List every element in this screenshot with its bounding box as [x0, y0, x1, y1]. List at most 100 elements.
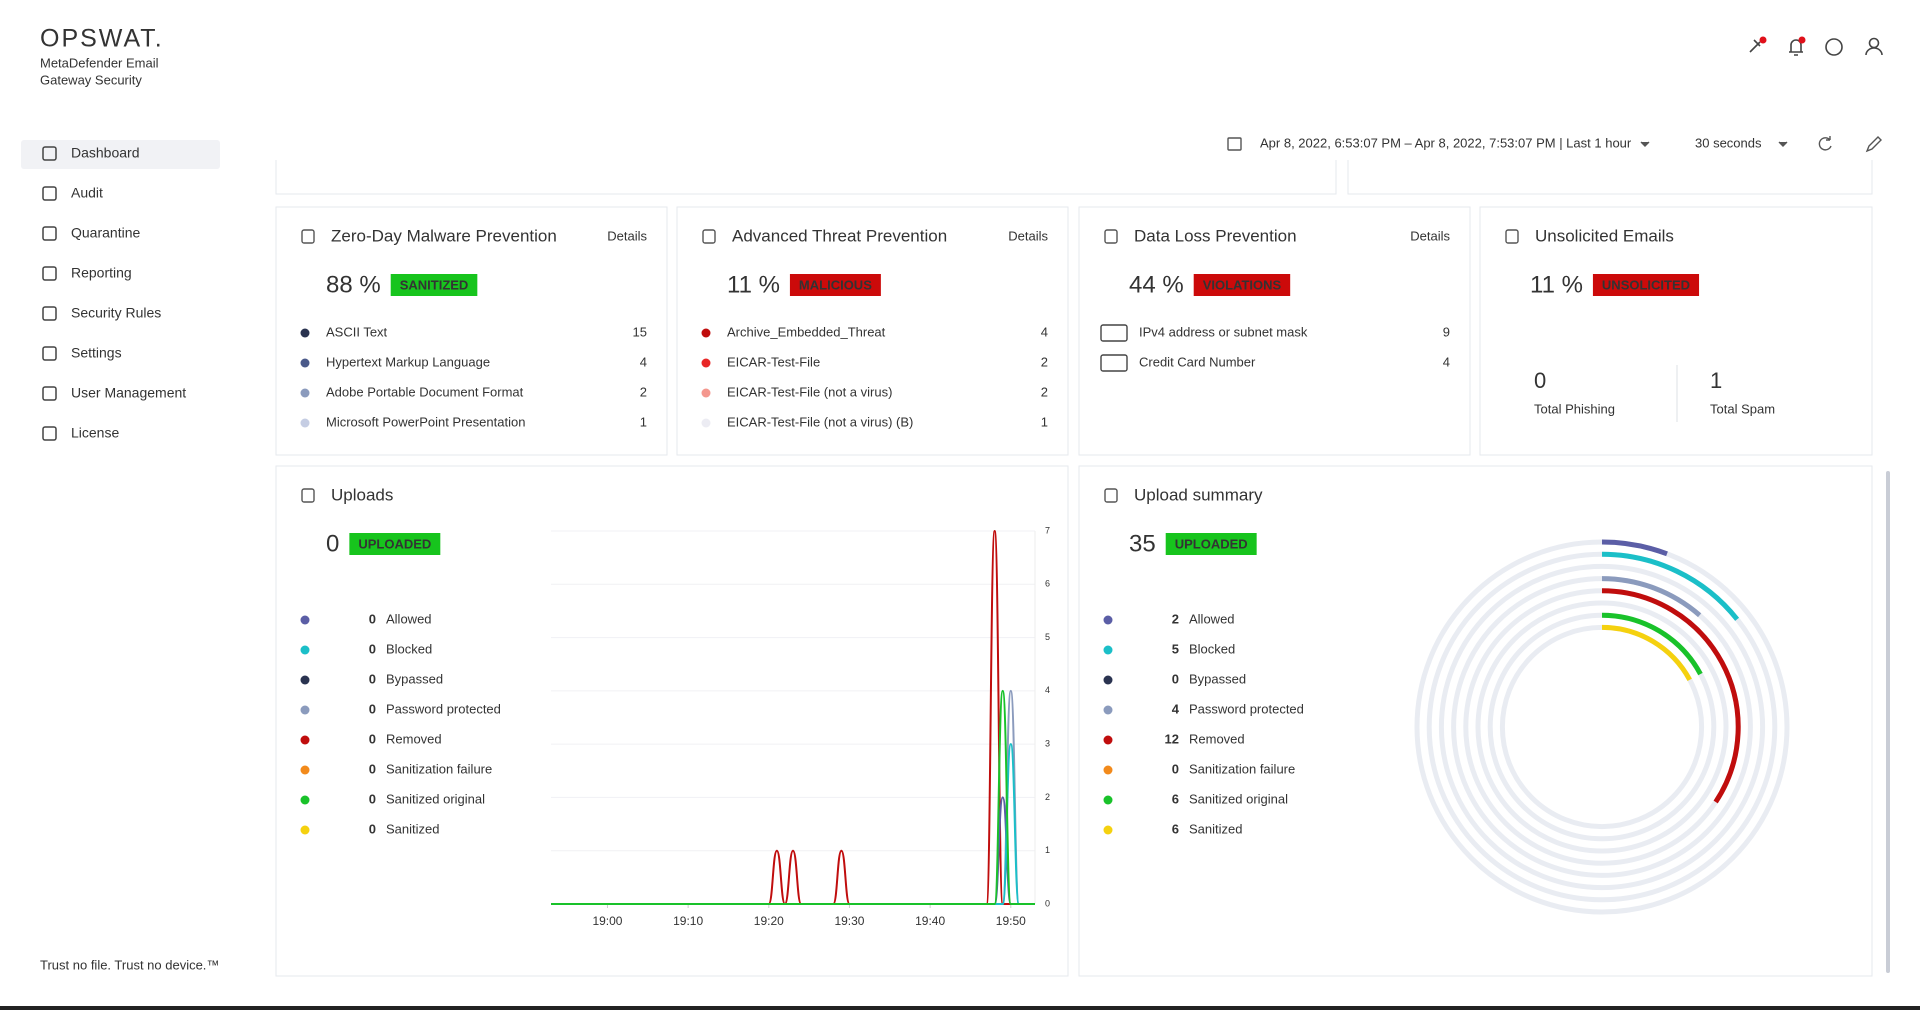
link-icon[interactable]: [1749, 39, 1761, 53]
card: [275, 206, 668, 456]
legend-count: 5: [1172, 641, 1179, 656]
card-title: Unsolicited Emails: [1535, 226, 1674, 245]
card-icon: [301, 229, 315, 244]
ring-arc: [1601, 612, 1703, 676]
legend-count: 6: [1172, 821, 1179, 836]
nav-item[interactable]: Reporting: [71, 265, 132, 281]
legend-label: Blocked: [1189, 641, 1235, 656]
nav-item[interactable]: License: [71, 425, 119, 441]
y-tick-label: 2: [1045, 792, 1050, 802]
legend-bullet: [1103, 735, 1113, 745]
nav-item[interactable]: Audit: [71, 185, 103, 201]
item-count: 2: [1041, 384, 1048, 399]
bell-icon[interactable]: [1789, 39, 1803, 56]
item-icon: [1100, 354, 1128, 372]
card-icon: [1104, 229, 1118, 244]
bottom-edge: [0, 1006, 1920, 1010]
card-value: 35: [1129, 530, 1156, 557]
item-count: 2: [640, 384, 647, 399]
x-tick-label: 19:30: [834, 914, 864, 928]
ring-arc: [1601, 551, 1740, 621]
bullet: [701, 418, 711, 428]
help-icon[interactable]: [1825, 38, 1843, 56]
legend-count: 0: [369, 671, 376, 686]
x-tick-label: 19:10: [673, 914, 703, 928]
nav-item[interactable]: Security Rules: [71, 305, 161, 321]
item-count: 4: [1041, 324, 1048, 339]
item-count: 2: [1041, 354, 1048, 369]
y-tick-label: 6: [1045, 579, 1050, 589]
legend-bullet: [1103, 645, 1113, 655]
details-link[interactable]: Details: [607, 228, 647, 243]
bullet: [300, 328, 310, 338]
legend-bullet: [1103, 765, 1113, 775]
legend-bullet: [300, 645, 310, 655]
cut-off-card: [275, 160, 1873, 195]
legend-label: Sanitized: [1189, 821, 1242, 836]
logo: OPSWAT.: [40, 25, 164, 53]
badge-dot: [1759, 36, 1767, 44]
refresh-icon[interactable]: [1818, 136, 1832, 151]
card-title: Uploads: [331, 485, 393, 504]
card: [676, 206, 1069, 456]
item-label: EICAR-Test-File (not a virus) (B): [727, 414, 913, 429]
bullet: [701, 358, 711, 368]
nav-icon: [42, 146, 57, 161]
scrollbar[interactable]: [1886, 471, 1890, 973]
nav-active: [21, 140, 220, 169]
nav-item[interactable]: Settings: [71, 345, 122, 361]
nav-icon: [42, 426, 57, 441]
details-link[interactable]: Details: [1008, 228, 1048, 243]
legend-label: Allowed: [1189, 611, 1235, 626]
ring-arc: [1601, 539, 1668, 557]
badge-text: UPLOADED: [358, 536, 431, 551]
nav-item[interactable]: Dashboard: [71, 145, 140, 161]
date-range[interactable]: Apr 8, 2022, 6:53:07 PM – Apr 8, 2022, 7…: [1260, 135, 1632, 150]
details-link[interactable]: Details: [1410, 228, 1450, 243]
bullet: [701, 328, 711, 338]
legend-count: 0: [369, 701, 376, 716]
ring-track: [1438, 563, 1766, 891]
legend-label: Password protected: [1189, 701, 1304, 716]
legend-bullet: [300, 615, 310, 625]
badge-text: MALICIOUS: [799, 277, 872, 292]
legend-count: 0: [369, 791, 376, 806]
x-tick-label: 19:00: [592, 914, 622, 928]
card-title: Advanced Threat Prevention: [732, 226, 947, 245]
item-icon: [1100, 324, 1128, 342]
edit-icon[interactable]: [1865, 136, 1882, 153]
ring-arc: [1601, 624, 1692, 681]
badge: [1165, 533, 1257, 555]
dropdown[interactable]: [1640, 141, 1650, 147]
nav-item[interactable]: User Management: [71, 385, 186, 401]
badge-text: UPLOADED: [1175, 536, 1248, 551]
refresh-interval[interactable]: 30 seconds: [1695, 135, 1762, 150]
card-value: 44 %: [1129, 271, 1184, 298]
legend-label: Removed: [1189, 731, 1245, 746]
nav-icon: [42, 266, 57, 281]
item-count: 1: [640, 414, 647, 429]
dropdown[interactable]: [1778, 141, 1788, 147]
bullet: [300, 388, 310, 398]
card-title: Zero-Day Malware Prevention: [331, 226, 557, 245]
legend-bullet: [300, 705, 310, 715]
footer: Trust no file. Trust no device.™: [40, 957, 219, 972]
nav-item[interactable]: Quarantine: [71, 225, 140, 241]
legend-bullet: [300, 795, 310, 805]
legend-count: 6: [1172, 791, 1179, 806]
x-tick-label: 19:40: [915, 914, 945, 928]
card-icon: [301, 488, 315, 503]
calendar-icon[interactable]: [1227, 137, 1242, 151]
ring-arc: [1601, 588, 1741, 804]
legend-count: 0: [1172, 761, 1179, 776]
card-icon: [1104, 488, 1118, 503]
item-label: Hypertext Markup Language: [326, 354, 490, 369]
item-label: Microsoft PowerPoint Presentation: [326, 414, 525, 429]
legend-bullet: [1103, 795, 1113, 805]
card: [1479, 206, 1873, 456]
item-label: Adobe Portable Document Format: [326, 384, 524, 399]
item-count: 4: [640, 354, 647, 369]
item-label: IPv4 address or subnet mask: [1139, 324, 1308, 339]
legend-bullet: [300, 735, 310, 745]
